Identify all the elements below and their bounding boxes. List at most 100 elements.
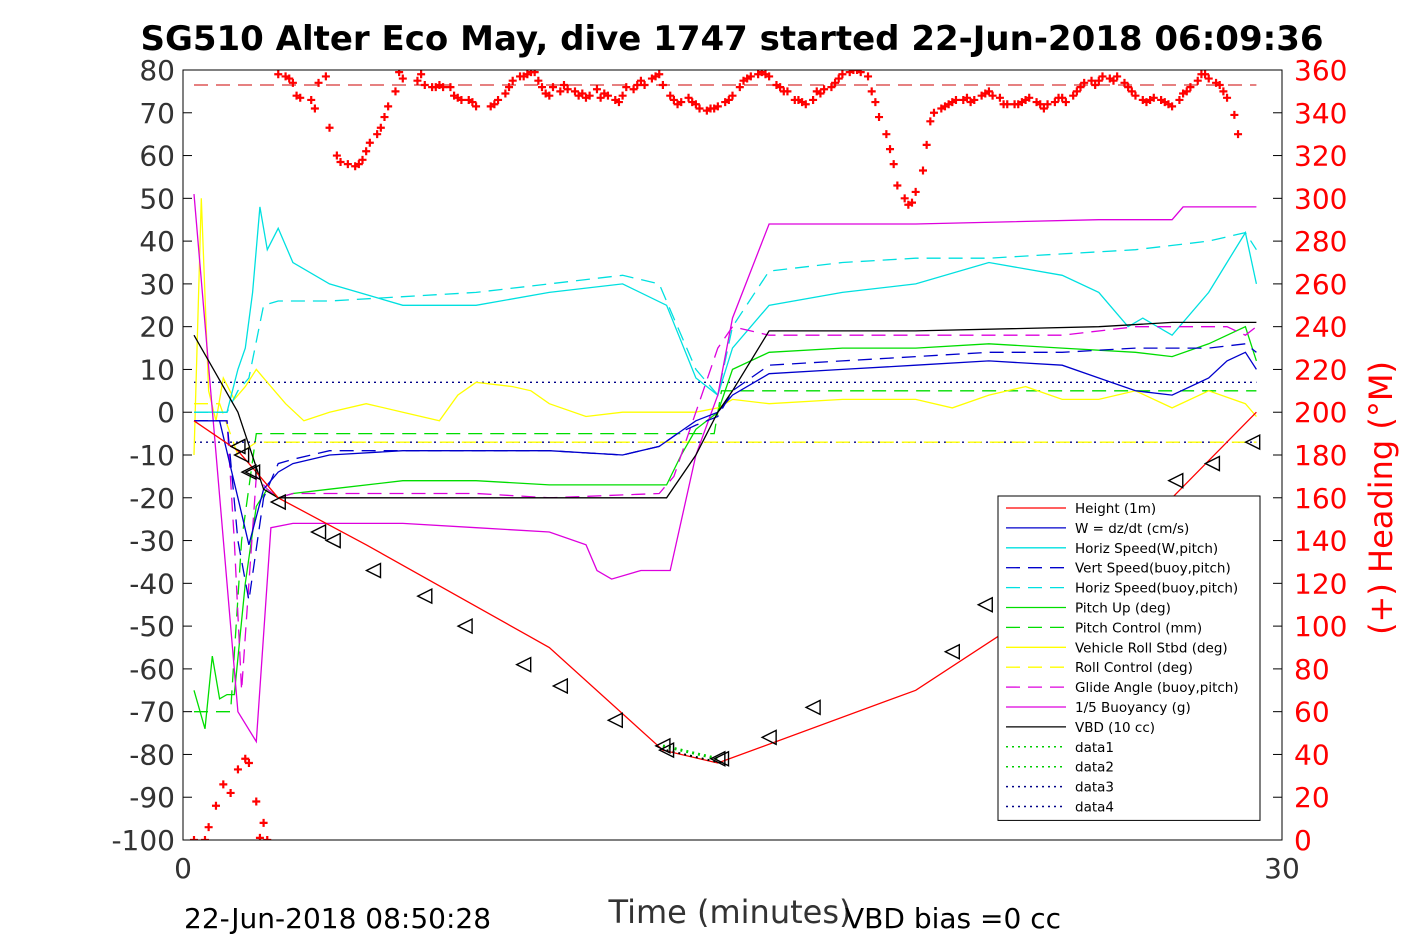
heading-point [618, 91, 627, 100]
right-tick-label: 120 [1294, 567, 1347, 600]
right-tick-label: 140 [1294, 525, 1347, 558]
series-vbd [193, 321, 1257, 499]
legend-entry: Horiz Speed(buoy,pitch) [1075, 581, 1238, 597]
series-buoyancy [193, 194, 1257, 744]
heading-point [801, 100, 810, 109]
heading-point [809, 95, 818, 104]
heading-point [882, 130, 891, 139]
heading-point [505, 83, 514, 92]
heading-point [285, 74, 294, 83]
height-marker [269, 493, 286, 511]
height-marker [364, 562, 382, 579]
heading-point [534, 76, 543, 85]
right-tick-label: 80 [1294, 653, 1330, 686]
left-tick-label: 50 [139, 182, 175, 215]
heading-point [263, 836, 272, 840]
height-marker [233, 446, 250, 464]
heading-point [391, 87, 400, 96]
heading-point [439, 83, 448, 92]
heading-point [926, 117, 935, 126]
heading-point [1058, 93, 1067, 102]
heading-point [233, 765, 242, 774]
heading-point [724, 95, 733, 104]
heading-point [226, 788, 235, 797]
left-tick-label: 80 [139, 54, 175, 87]
right-tick-label: 240 [1294, 311, 1347, 344]
heading-point [354, 160, 363, 169]
heading-point [820, 85, 829, 94]
left-tick-label: -70 [129, 696, 175, 729]
left-tick-label: 40 [139, 225, 175, 258]
footer-timestamp: 22-Jun-2018 08:50:28 [184, 902, 491, 935]
left-tick-label: 30 [139, 268, 175, 301]
heading-point [1127, 87, 1136, 96]
heading-point [538, 83, 547, 92]
heading-point [867, 87, 876, 96]
heading-point [596, 93, 605, 102]
heading-point [614, 98, 623, 107]
right-axis-label: (+) Heading (°M) [1362, 361, 1400, 635]
series-horiz-speed-w [194, 206, 1258, 413]
right-tick-label: 40 [1294, 738, 1330, 771]
legend-entry: data1 [1075, 740, 1114, 756]
legend-entry: Height (1m) [1075, 501, 1156, 517]
heading-point [658, 80, 667, 89]
heading-point [827, 83, 836, 92]
heading-point [669, 95, 678, 104]
heading-point [420, 80, 429, 89]
height-marker [760, 729, 777, 746]
heading-point [343, 160, 352, 169]
heading-point [735, 83, 744, 92]
right-tick-label: 20 [1294, 781, 1330, 814]
height-marker [309, 523, 327, 541]
heading-point [831, 78, 840, 87]
heading-point [728, 91, 737, 100]
right-tick-label: 260 [1294, 268, 1347, 301]
height-marker [551, 677, 569, 695]
heading-point [856, 70, 865, 77]
legend-entry: Vehicle Roll Stbd (deg) [1075, 640, 1228, 656]
left-tick-label: -50 [129, 610, 175, 643]
series-roll-control [194, 403, 1257, 457]
legend-box [997, 495, 1261, 821]
legend-entry: data4 [1075, 800, 1114, 816]
heading-point [622, 83, 631, 92]
heading-point [677, 98, 686, 107]
heading-point [691, 100, 700, 109]
legend-entry: Vert Speed(buoy,pitch) [1075, 561, 1231, 577]
heading-point [1025, 93, 1034, 102]
heading-point [1076, 83, 1085, 92]
heading-point [962, 93, 971, 102]
heading-point [1230, 110, 1239, 119]
heading-point [1050, 98, 1059, 107]
heading-point [259, 818, 268, 827]
series-vehicle-roll [193, 198, 1257, 456]
right-tick-label: 200 [1294, 396, 1347, 429]
left-tick-label: 20 [139, 311, 175, 344]
heading-point [545, 91, 554, 100]
heading-point [886, 145, 895, 154]
heading-point [468, 98, 477, 107]
legend-entry: Glide Angle (buoy,pitch) [1075, 680, 1239, 696]
heading-point [864, 72, 873, 81]
heading-point [900, 194, 909, 203]
heading-point [244, 759, 253, 767]
heading-point [922, 140, 931, 149]
heading-point [816, 89, 825, 98]
right-tick-label: 220 [1294, 353, 1347, 386]
series-pitch-control [194, 390, 1257, 713]
heading-point [629, 85, 638, 94]
heading-point [494, 95, 503, 104]
left-tick-label: 10 [139, 353, 175, 386]
heading-point [1113, 72, 1122, 81]
heading-point [376, 123, 385, 132]
heading-point [834, 74, 843, 83]
heading-point [849, 70, 858, 74]
left-tick-label: 70 [139, 97, 175, 130]
axes: 80706050403020100-10-20-30-40-50-60-70-8… [111, 54, 1347, 885]
heading-point [1175, 95, 1184, 104]
height-marker [657, 742, 675, 759]
heading-point [1131, 91, 1140, 100]
heading-point [1219, 87, 1228, 96]
heading-point [1061, 98, 1070, 107]
